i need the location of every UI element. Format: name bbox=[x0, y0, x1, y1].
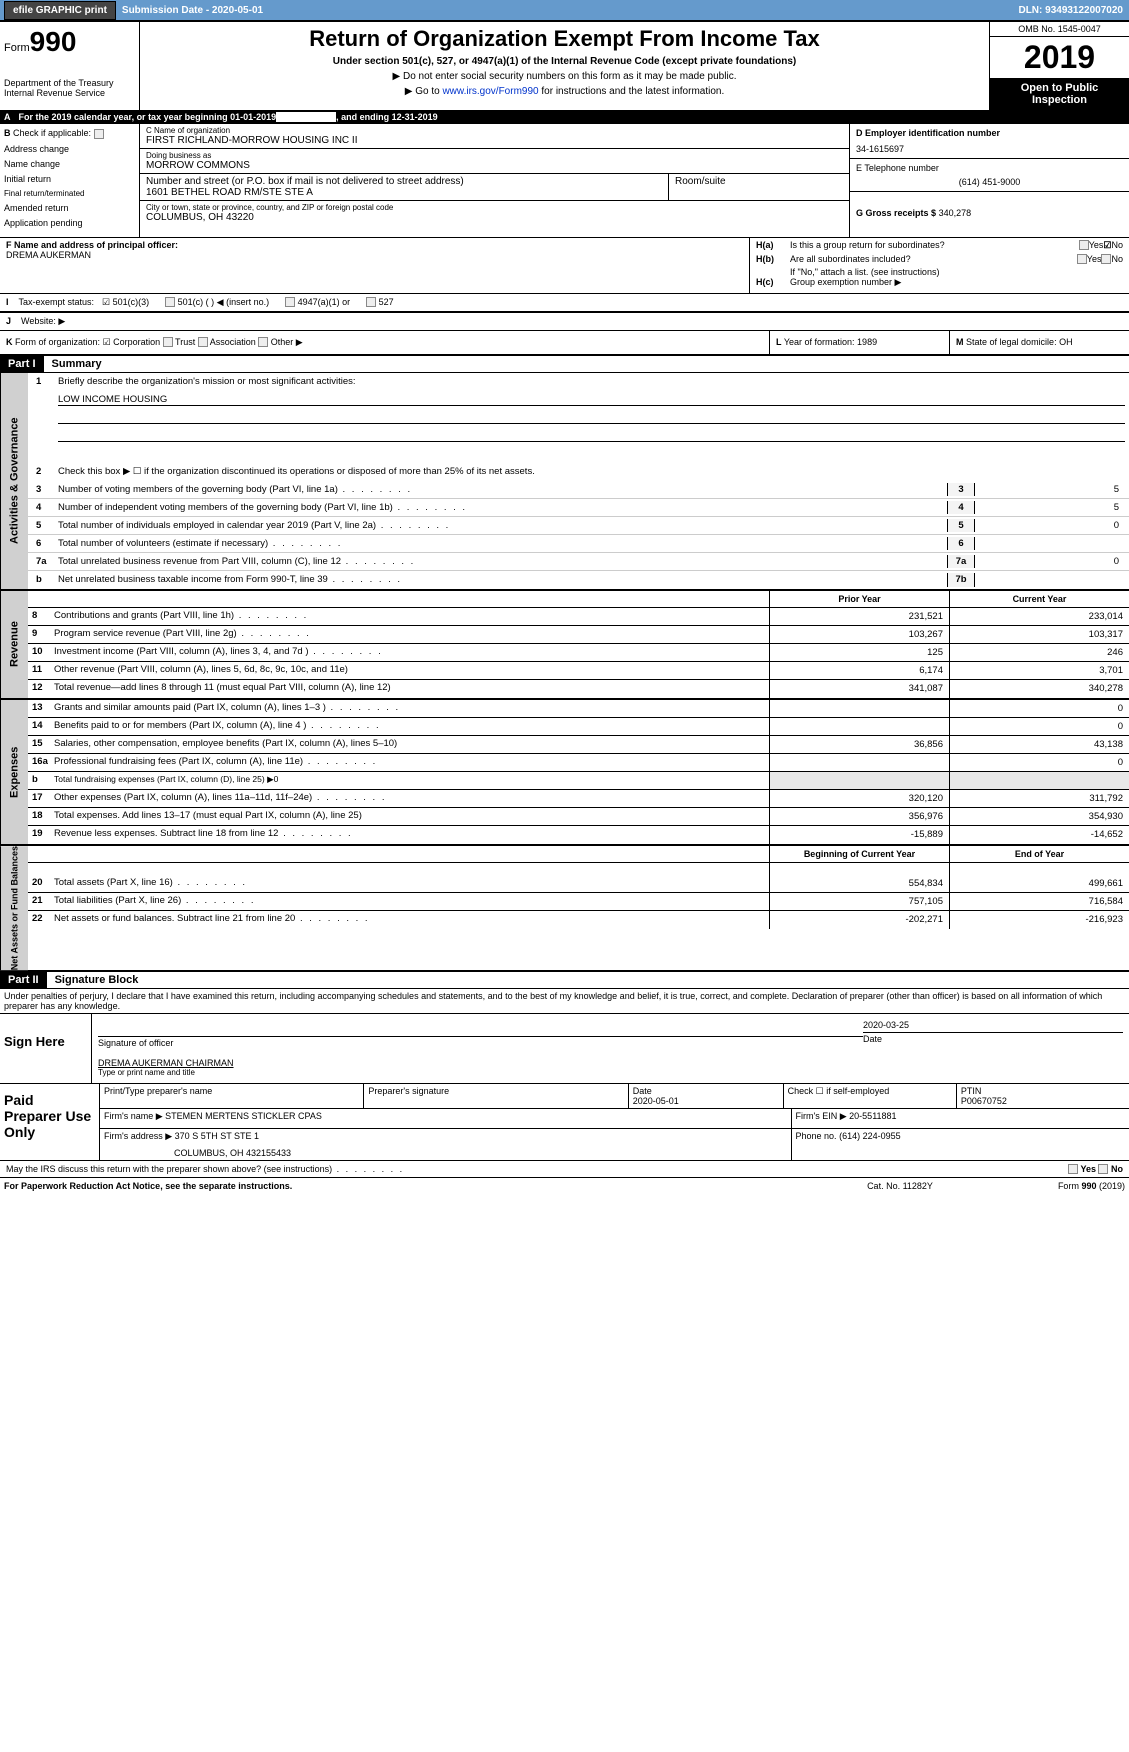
cat-no: Cat. No. 11282Y bbox=[825, 1181, 975, 1191]
year-formation: Year of formation: 1989 bbox=[784, 337, 877, 347]
mission: LOW INCOME HOUSING bbox=[58, 394, 1125, 406]
open-public: Open to Public Inspection bbox=[990, 78, 1129, 110]
officer-name: DREMA AUKERMAN bbox=[6, 250, 743, 260]
gross-lbl: G Gross receipts $ bbox=[856, 208, 936, 218]
ptin: P00670752 bbox=[961, 1096, 1007, 1106]
form-footer: Form 990 (2019) bbox=[975, 1181, 1125, 1191]
firm-addr: 370 S 5TH ST STE 1 bbox=[175, 1131, 259, 1141]
prep-date: 2020-05-01 bbox=[633, 1096, 679, 1106]
discuss-q: May the IRS discuss this return with the… bbox=[6, 1164, 1068, 1175]
website: Website: ▶ bbox=[21, 316, 65, 327]
firm-ein: 20-5511881 bbox=[849, 1111, 896, 1121]
ein: 34-1615697 bbox=[856, 138, 1123, 154]
side-revenue: Revenue bbox=[0, 591, 28, 698]
firm-phone: (614) 224-0955 bbox=[839, 1131, 901, 1141]
paid-preparer-lbl: Paid Preparer Use Only bbox=[0, 1084, 100, 1160]
side-activities: Activities & Governance bbox=[0, 373, 28, 589]
row-f-h: F Name and address of principal officer:… bbox=[0, 237, 1129, 293]
paperwork-notice: For Paperwork Reduction Act Notice, see … bbox=[4, 1181, 825, 1191]
dba-lbl: Doing business as bbox=[146, 151, 843, 160]
tax-year: 2019 bbox=[990, 37, 1129, 78]
dln: DLN: 93493122007020 bbox=[1012, 5, 1129, 16]
part2-hdr: Part II bbox=[0, 972, 47, 988]
phone-lbl: E Telephone number bbox=[856, 163, 1123, 173]
form-title: Return of Organization Exempt From Incom… bbox=[148, 26, 981, 52]
submission-date: Submission Date - 2020-05-01 bbox=[116, 5, 269, 16]
row-a: A For the 2019 calendar year, or tax yea… bbox=[0, 110, 1129, 123]
signer-name: DREMA AUKERMAN CHAIRMAN bbox=[98, 1058, 1123, 1068]
state-domicile: State of legal domicile: OH bbox=[966, 337, 1073, 347]
org-name-lbl: C Name of organization bbox=[146, 126, 843, 135]
officer-lbl: F Name and address of principal officer: bbox=[6, 240, 743, 250]
side-expenses: Expenses bbox=[0, 700, 28, 844]
dba: MORROW COMMONS bbox=[146, 160, 843, 171]
dept: Department of the Treasury Internal Reve… bbox=[4, 78, 135, 98]
note-link: ▶ Go to www.irs.gov/Form990 for instruct… bbox=[148, 86, 981, 97]
part1-hdr: Part I bbox=[0, 356, 44, 372]
firm-name: STEMEN MERTENS STICKLER CPAS bbox=[165, 1111, 322, 1121]
efile-btn[interactable]: efile GRAPHIC print bbox=[4, 1, 116, 20]
section-b-through-g: B Check if applicable: Address change Na… bbox=[0, 123, 1129, 237]
omb: OMB No. 1545-0047 bbox=[990, 22, 1129, 37]
phone: (614) 451-9000 bbox=[856, 173, 1123, 187]
line3-val: 5 bbox=[975, 484, 1125, 495]
declaration: Under penalties of perjury, I declare th… bbox=[0, 989, 1129, 1014]
chk-applicable[interactable] bbox=[94, 129, 104, 139]
subtitle: Under section 501(c), 527, or 4947(a)(1)… bbox=[148, 56, 981, 67]
gross-receipts: 340,278 bbox=[939, 208, 972, 218]
sign-date: 2020-03-25 bbox=[863, 1020, 1123, 1030]
org-name: FIRST RICHLAND-MORROW HOUSING INC II bbox=[146, 135, 843, 146]
city-state-zip: COLUMBUS, OH 43220 bbox=[146, 212, 843, 223]
street-addr: 1601 BETHEL ROAD RM/STE STE A bbox=[146, 187, 662, 198]
irs-link[interactable]: www.irs.gov/Form990 bbox=[442, 86, 538, 97]
top-bar: efile GRAPHIC print Submission Date - 20… bbox=[0, 0, 1129, 20]
note-ssn: ▶ Do not enter social security numbers o… bbox=[148, 71, 981, 82]
form-header: Form990 Department of the Treasury Inter… bbox=[0, 20, 1129, 110]
form-number: Form990 bbox=[4, 26, 135, 58]
side-netassets: Net Assets or Fund Balances bbox=[0, 846, 28, 970]
sign-here: Sign Here bbox=[0, 1014, 92, 1083]
ein-lbl: D Employer identification number bbox=[856, 128, 1123, 138]
